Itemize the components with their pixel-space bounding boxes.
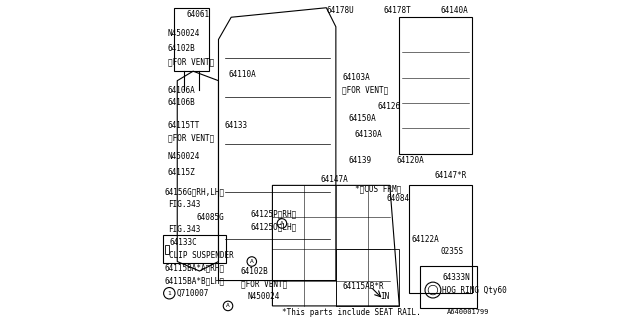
Text: 64130A: 64130A <box>355 130 383 139</box>
Text: 64147A: 64147A <box>320 174 348 184</box>
Text: 64140A: 64140A <box>440 6 468 15</box>
Text: N450024: N450024 <box>168 152 200 161</box>
Text: 64125P〈RH〉: 64125P〈RH〉 <box>250 209 296 219</box>
Text: 64115AB*R: 64115AB*R <box>342 282 384 292</box>
Text: 64115BA*A〈RH〉: 64115BA*A〈RH〉 <box>164 263 225 272</box>
Text: 64115TT: 64115TT <box>168 121 200 130</box>
Text: A: A <box>250 259 253 264</box>
Text: 64133C: 64133C <box>170 238 197 247</box>
Text: 64106B: 64106B <box>168 99 195 108</box>
Text: 64156G〈RH,LH〉: 64156G〈RH,LH〉 <box>164 187 225 196</box>
Text: 〈FOR VENT〉: 〈FOR VENT〉 <box>241 279 287 288</box>
Text: 64110A: 64110A <box>228 70 256 79</box>
Text: 〈FOR VENT〉: 〈FOR VENT〉 <box>342 86 388 95</box>
Text: 0235S: 0235S <box>440 247 463 257</box>
Text: 64333N: 64333N <box>442 273 470 282</box>
Text: 64085G: 64085G <box>196 212 224 222</box>
Text: FIG.343: FIG.343 <box>168 200 200 209</box>
Text: 64133: 64133 <box>225 121 248 130</box>
Text: 〈FOR VENT〉: 〈FOR VENT〉 <box>168 57 214 66</box>
Text: FIG.343: FIG.343 <box>168 225 200 234</box>
Text: N450024: N450024 <box>247 292 280 301</box>
Text: A: A <box>226 303 230 308</box>
Text: 64061: 64061 <box>187 10 210 19</box>
Text: *〈CUS FRM〉: *〈CUS FRM〉 <box>355 184 401 193</box>
Text: 64102B: 64102B <box>168 44 195 53</box>
Text: 64178T: 64178T <box>383 6 411 15</box>
Text: HOG RING Qty60: HOG RING Qty60 <box>442 285 507 295</box>
Text: 64103A: 64103A <box>342 73 370 82</box>
Text: 64125O〈LH〉: 64125O〈LH〉 <box>250 222 296 231</box>
Text: A: A <box>280 221 284 226</box>
Text: 〈FOR VENT〉: 〈FOR VENT〉 <box>168 133 214 142</box>
Text: 64122A: 64122A <box>412 235 440 244</box>
Text: IN: IN <box>380 292 390 301</box>
Text: 64150A: 64150A <box>349 114 376 123</box>
Text: 1: 1 <box>168 291 171 296</box>
Text: CLIP SUSPENDER: CLIP SUSPENDER <box>170 251 234 260</box>
Text: Q710007: Q710007 <box>177 289 209 298</box>
Text: 64115BA*B〈LH〉: 64115BA*B〈LH〉 <box>164 276 225 285</box>
Text: 64126: 64126 <box>377 101 400 111</box>
Text: 64115Z: 64115Z <box>168 168 195 177</box>
Text: A640001799: A640001799 <box>447 309 490 315</box>
Text: 64178U: 64178U <box>326 6 354 15</box>
Text: 64120A: 64120A <box>396 156 424 164</box>
Text: 64147*R: 64147*R <box>434 172 467 180</box>
Text: 64106A: 64106A <box>168 86 195 95</box>
Text: 64139: 64139 <box>349 156 372 164</box>
Text: 64102B: 64102B <box>241 267 268 276</box>
Text: N450024: N450024 <box>168 28 200 38</box>
Text: *This parts include SEAT RAIL.: *This parts include SEAT RAIL. <box>282 308 420 317</box>
Text: 64084: 64084 <box>387 194 410 203</box>
